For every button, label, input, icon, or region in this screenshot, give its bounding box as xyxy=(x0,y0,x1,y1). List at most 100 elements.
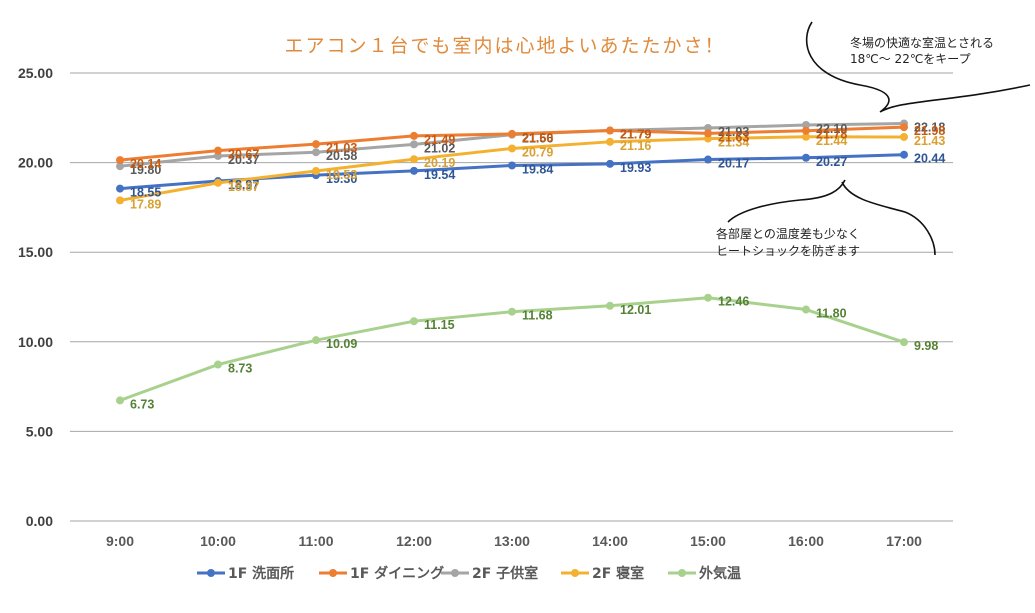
y-tick-label: 5.00 xyxy=(26,423,53,439)
data-label: 21.02 xyxy=(424,141,455,155)
data-point xyxy=(508,307,516,316)
data-label: 12.46 xyxy=(718,295,749,309)
data-point xyxy=(508,161,516,170)
data-label: 17.89 xyxy=(130,197,161,211)
data-label: 20.44 xyxy=(914,152,945,166)
data-point xyxy=(704,155,712,164)
data-label: 20.27 xyxy=(816,155,847,169)
data-point xyxy=(900,132,908,141)
data-point xyxy=(410,166,418,175)
x-tick-label: 16:00 xyxy=(788,533,824,549)
data-label: 21.34 xyxy=(718,136,749,150)
x-tick-label: 15:00 xyxy=(690,533,726,549)
data-point xyxy=(606,159,614,168)
data-label: 19.84 xyxy=(522,162,553,176)
data-label: 20.17 xyxy=(718,157,749,171)
data-point xyxy=(312,336,320,345)
annotation-top-curve xyxy=(805,21,1031,113)
annotation-top-line-2: 18℃～ 22℃をキープ xyxy=(850,52,971,66)
data-label: 20.67 xyxy=(228,148,259,162)
x-tick-label: 13:00 xyxy=(494,533,530,549)
data-point xyxy=(508,129,516,138)
data-point xyxy=(116,162,124,171)
data-point xyxy=(802,305,810,314)
data-label: 8.73 xyxy=(228,362,252,376)
annotation-bottom-line-1: 各部屋との温度差も少なく xyxy=(716,226,860,241)
data-label: 10.09 xyxy=(326,337,357,351)
data-label: 21.49 xyxy=(424,133,455,147)
x-tick-label: 17:00 xyxy=(886,533,922,549)
legend-label: 1F ダイニング xyxy=(350,565,444,582)
data-label: 20.37 xyxy=(228,153,259,167)
data-point xyxy=(704,129,712,138)
x-tick-label: 9:00 xyxy=(106,533,134,549)
data-label: 18.55 xyxy=(130,186,161,200)
data-point xyxy=(312,148,320,157)
y-tick-label: 20.00 xyxy=(18,155,53,171)
data-label: 6.73 xyxy=(130,397,154,411)
x-axis: 9:00 10:00 11:00 12:00 13:00 14:00 15:00 16:00 1… xyxy=(106,533,922,549)
data-point xyxy=(802,120,810,129)
legend-label: 1F 洗面所 xyxy=(228,565,294,582)
legend-swatch-marker xyxy=(329,569,337,577)
legend-item[interactable]: 1F 洗面所 xyxy=(197,565,294,582)
data-label: 20.19 xyxy=(424,156,455,170)
data-point xyxy=(214,146,222,155)
y-tick-label: 10.00 xyxy=(18,334,53,350)
legend-label: 2F 子供室 xyxy=(472,565,538,582)
data-label: 9.98 xyxy=(914,339,938,353)
legend-item[interactable]: 外気温 xyxy=(668,565,741,582)
y-tick-label: 25.00 xyxy=(18,65,53,81)
data-point xyxy=(410,155,418,164)
legend-item[interactable]: 2F 子供室 xyxy=(441,565,538,582)
data-point xyxy=(802,153,810,162)
legend-swatch-marker xyxy=(451,569,459,577)
data-label: 21.78 xyxy=(816,128,847,142)
data-label: 21.98 xyxy=(914,124,945,138)
data-point xyxy=(312,140,320,149)
data-label: 19.80 xyxy=(130,163,161,177)
data-label: 21.43 xyxy=(914,134,945,148)
data-point xyxy=(900,338,908,347)
data-label: 20.14 xyxy=(130,157,161,171)
legend-item[interactable]: 2F 寝室 xyxy=(561,565,644,582)
data-label: 22.10 xyxy=(816,122,847,136)
legend-swatch-marker xyxy=(571,569,579,577)
data-label: 19.93 xyxy=(620,161,651,175)
data-point xyxy=(410,140,418,149)
data-label: 19.30 xyxy=(326,172,357,186)
data-label: 21.03 xyxy=(326,141,357,155)
data-point xyxy=(900,123,908,132)
data-point xyxy=(900,150,908,159)
data-point xyxy=(116,196,124,205)
data-label: 12.01 xyxy=(620,303,651,317)
annotation-top-line-1: 冬場の快適な室温とされる xyxy=(850,35,994,50)
data-point xyxy=(606,137,614,146)
data-point xyxy=(116,396,124,405)
data-label: 18.97 xyxy=(228,178,259,192)
annotation-bottom-curve xyxy=(727,179,936,256)
data-label: 21.79 xyxy=(620,128,651,142)
x-tick-label: 12:00 xyxy=(396,533,432,549)
data-point xyxy=(606,126,614,135)
y-tick-label: 0.00 xyxy=(26,513,53,529)
data-point xyxy=(606,301,614,310)
legend-label: 2F 寝室 xyxy=(592,565,644,582)
y-tick-label: 15.00 xyxy=(18,244,53,260)
y-axis: 0.00 5.00 10.00 15.00 20.00 25.00 xyxy=(18,65,53,529)
data-label: 11.68 xyxy=(522,309,553,323)
data-point xyxy=(214,178,222,187)
data-label: 21.56 xyxy=(522,132,553,146)
annotation-bottom: 各部屋との温度差も少なく ヒートショックを防ぎます xyxy=(716,179,936,258)
legend-swatch-marker xyxy=(207,569,215,577)
data-label: 19.53 xyxy=(326,168,357,182)
x-tick-label: 14:00 xyxy=(592,533,628,549)
legend-label: 外気温 xyxy=(699,565,741,582)
data-label: 20.58 xyxy=(326,149,357,163)
data-point xyxy=(410,131,418,140)
data-point xyxy=(802,132,810,141)
data-label: 22.18 xyxy=(914,121,945,135)
legend-item[interactable]: 1F ダイニング xyxy=(319,565,444,582)
legend-swatch-marker xyxy=(678,569,686,577)
